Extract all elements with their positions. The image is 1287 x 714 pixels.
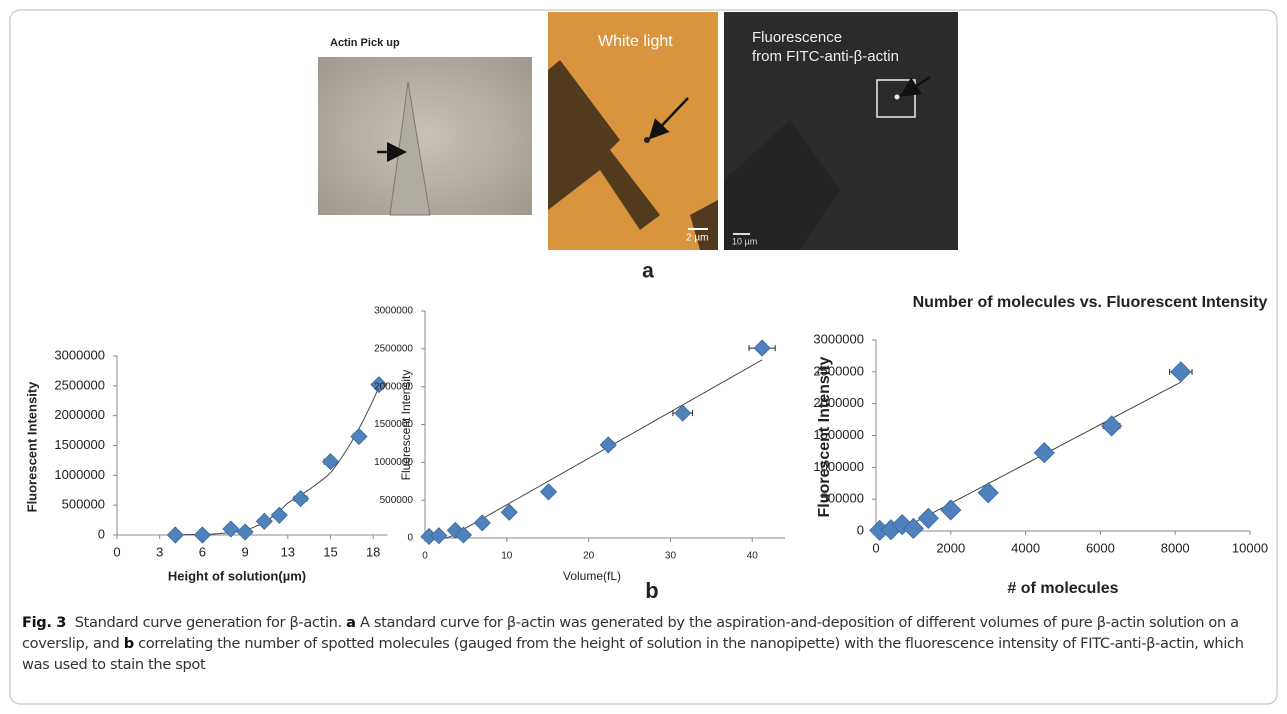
y-axis-title: Fluorescent Intensity <box>816 356 833 517</box>
white-light-label: White light <box>598 33 673 50</box>
point <box>194 527 210 543</box>
panel-label: b <box>645 578 658 603</box>
x-tick-label: 6000 <box>1086 540 1115 555</box>
x-tick-label: 2000 <box>936 540 965 555</box>
point <box>293 491 309 507</box>
x-axis-title: Height of solution(µm) <box>168 568 306 583</box>
scale-label: 2 µm <box>686 233 708 244</box>
x-tick-label: 6 <box>199 544 206 559</box>
caption: Fig. 3 Standard curve generation for β-a… <box>22 612 1267 675</box>
spot <box>895 95 900 100</box>
x-tick-label: 15 <box>323 544 337 559</box>
y-axis-title: Fluorescent Intensity <box>399 370 413 481</box>
x-tick-label: 10 <box>501 551 513 562</box>
y-tick-label: 2500000 <box>374 343 413 354</box>
point <box>1102 416 1122 436</box>
y-axis-title: Fluorescent Intensity <box>24 381 39 513</box>
chart-title: Number of molecules vs. Fluorescent Inte… <box>913 294 1268 311</box>
point <box>431 528 447 544</box>
panel-label: a <box>642 260 654 283</box>
x-tick-label: 30 <box>665 551 677 562</box>
fluorescence-label: Fluorescence <box>752 29 842 46</box>
scale-label: 10 µm <box>732 236 757 246</box>
x-tick-label: 0 <box>113 544 120 559</box>
page: { "panel_a": { "pickup_label": "Actin Pi… <box>0 0 1287 714</box>
y-tick-label: 2000000 <box>54 407 105 422</box>
caption-label: Fig. 3 <box>22 614 66 631</box>
point <box>351 429 367 445</box>
caption-text: correlating the number of spotted molecu… <box>22 635 1244 673</box>
y-tick-label: 3000000 <box>54 347 105 362</box>
trend-line <box>429 360 762 538</box>
x-axis-title: # of molecules <box>1007 580 1118 597</box>
y-tick-label: 500000 <box>380 495 414 506</box>
point <box>323 454 339 470</box>
x-tick-label: 3 <box>156 544 163 559</box>
y-tick-label: 1500000 <box>54 437 105 452</box>
x-tick-label: 40 <box>747 551 759 562</box>
x-tick-label: 10000 <box>1232 540 1268 555</box>
point <box>754 340 770 356</box>
y-tick-label: 0 <box>857 522 864 537</box>
x-tick-label: 0 <box>422 551 428 562</box>
y-tick-label: 0 <box>98 526 105 541</box>
caption-part-label: b <box>124 635 134 652</box>
point <box>167 527 183 543</box>
x-tick-label: 20 <box>583 551 595 562</box>
x-tick-label: 4000 <box>1011 540 1040 555</box>
point <box>1171 362 1191 382</box>
x-tick-label: 8000 <box>1161 540 1190 555</box>
point <box>941 500 961 520</box>
spot <box>644 137 650 143</box>
caption-title: Standard curve generation for β-actin. <box>75 614 342 631</box>
point <box>474 515 490 531</box>
y-tick-label: 0 <box>407 533 413 544</box>
y-tick-label: 3000000 <box>374 306 413 317</box>
y-tick-label: 1000000 <box>54 467 105 482</box>
x-tick-label: 9 <box>241 544 248 559</box>
point <box>271 507 287 523</box>
pickup-label: Actin Pick up <box>330 37 400 49</box>
x-tick-label: 0 <box>872 540 879 555</box>
y-tick-label: 3000000 <box>813 331 864 346</box>
x-tick-label: 13 <box>281 544 295 559</box>
x-axis-title: Volume(fL) <box>563 569 621 583</box>
point <box>978 483 998 503</box>
point <box>256 513 272 529</box>
point <box>237 524 253 540</box>
fluorescence-label: from FITC-anti-β-actin <box>752 48 899 65</box>
trend-line <box>880 382 1181 531</box>
y-tick-label: 500000 <box>62 497 105 512</box>
point <box>541 484 557 500</box>
caption-part-label: a <box>346 614 356 631</box>
x-tick-label: 18 <box>366 544 380 559</box>
y-tick-label: 2500000 <box>54 377 105 392</box>
figure: Actin Pick up White light 2 µm Fluoresce… <box>0 0 1287 714</box>
point <box>1034 443 1054 463</box>
